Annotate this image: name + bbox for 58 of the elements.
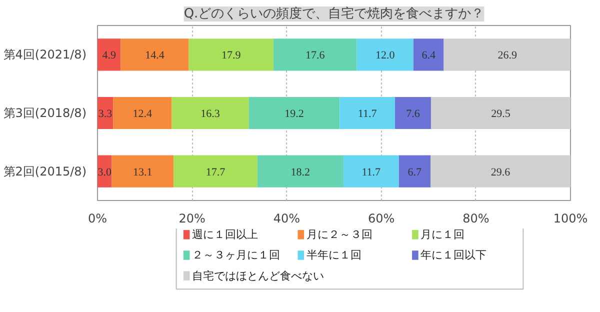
data-label: 19.2 — [284, 108, 304, 120]
legend-label: ２～３ヶ月に１回 — [192, 248, 280, 262]
data-label: 16.3 — [200, 108, 220, 120]
bar — [340, 96, 396, 130]
bar — [398, 155, 430, 188]
legend-label: 自宅ではほとんど食べない — [192, 269, 324, 282]
bar — [395, 96, 431, 130]
x-tick-label: 60% — [368, 212, 395, 226]
y-tick-label: 第4回(2021/8) — [3, 48, 87, 62]
bar — [343, 155, 399, 188]
y-tick-label: 第2回(2015/8) — [3, 164, 87, 178]
bar — [430, 96, 570, 130]
legend-label: 半年に１回 — [306, 248, 362, 262]
data-label: 6.7 — [408, 166, 422, 178]
data-label: 18.2 — [290, 166, 310, 178]
bar — [113, 96, 172, 130]
x-tick-label: 0% — [88, 212, 108, 226]
data-label: 11.7 — [358, 108, 378, 120]
data-label: 6.4 — [422, 50, 436, 62]
bar — [188, 38, 274, 71]
x-tick-label: 100% — [553, 212, 588, 226]
bar — [248, 96, 340, 130]
bar — [273, 38, 357, 71]
bar — [172, 96, 249, 130]
bar — [444, 38, 570, 71]
data-label: 29.5 — [491, 108, 511, 120]
data-label: 7.6 — [406, 108, 420, 120]
data-label: 11.7 — [362, 166, 382, 178]
data-label: 14.4 — [145, 50, 165, 62]
bar — [413, 38, 444, 71]
bar — [120, 38, 189, 71]
bar — [98, 38, 121, 71]
chart-title: Q.どのくらいの頻度で、自宅で焼肉を食べますか？ — [184, 6, 484, 22]
data-label: 26.9 — [498, 50, 518, 62]
y-tick-label: 第3回(2018/8) — [3, 106, 87, 120]
data-label: 12.0 — [375, 50, 396, 62]
bar — [356, 38, 414, 71]
bar — [98, 96, 114, 130]
data-label: 17.7 — [206, 166, 226, 178]
legend-label: 月に１回 — [420, 228, 465, 242]
legend-label: 月に２～３回 — [306, 228, 372, 242]
data-label: 17.6 — [305, 50, 326, 62]
data-label: 3.3 — [98, 108, 113, 120]
x-tick-label: 20% — [178, 212, 206, 226]
bar — [257, 155, 344, 188]
data-label: 29.6 — [490, 166, 511, 178]
x-tick-label: 40% — [273, 212, 300, 226]
legend-label: 年に１回以下 — [420, 248, 487, 262]
bar — [430, 155, 570, 188]
data-label: 3.0 — [98, 166, 112, 178]
bar — [112, 155, 174, 188]
data-label: 12.4 — [132, 108, 153, 120]
data-label: 17.9 — [221, 50, 242, 62]
legend-label: 週に１回以上 — [192, 228, 258, 242]
bar — [174, 155, 258, 188]
x-tick-label: 80% — [462, 212, 490, 226]
data-label: 4.9 — [102, 50, 116, 62]
data-label: 13.1 — [133, 166, 152, 178]
